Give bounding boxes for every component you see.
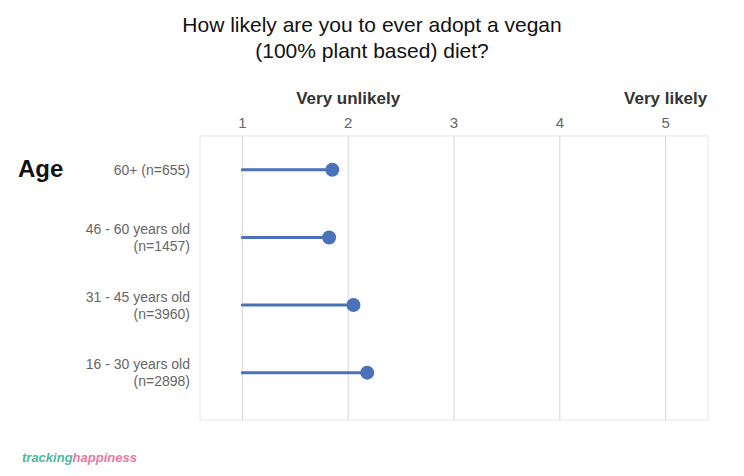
title: How likely are you to ever adopt a vegan… <box>182 13 561 62</box>
category-label: 31 - 45 years old(n=3960) <box>86 289 190 322</box>
category-label: 16 - 30 years old(n=2898) <box>86 356 190 389</box>
lollipop-dot <box>322 230 336 244</box>
lollipop-dot <box>346 298 360 312</box>
tick-label: 2 <box>344 114 352 131</box>
marks <box>242 163 374 380</box>
lollipop-stem <box>242 371 367 374</box>
tick-label: 5 <box>661 114 669 131</box>
tick-label: 4 <box>556 114 564 131</box>
annotation: Very unlikely <box>296 89 400 108</box>
lollipop-stem <box>242 304 353 307</box>
lollipop-stem <box>242 236 329 239</box>
grid-line <box>454 136 455 420</box>
lollipop-stem <box>242 168 332 171</box>
logo-part: tracking <box>22 450 73 465</box>
chart-svg: How likely are you to ever adopt a vegan… <box>0 0 744 476</box>
footer: trackinghappiness <box>22 450 137 465</box>
logo-part: happiness <box>73 450 137 465</box>
lollipop-dot <box>360 366 374 380</box>
annotation: Very likely <box>624 89 708 108</box>
grid-line <box>242 136 243 420</box>
category-label: 46 - 60 years old(n=1457) <box>86 221 190 254</box>
grid-line <box>559 136 560 420</box>
lollipop-dot <box>325 163 339 177</box>
category-label: 60+ (n=655) <box>114 162 190 178</box>
background <box>0 0 744 476</box>
chart-container: How likely are you to ever adopt a vegan… <box>0 0 744 476</box>
tick-label: 3 <box>450 114 458 131</box>
plot-frame <box>200 136 708 420</box>
tick-label: 1 <box>238 114 246 131</box>
grid <box>242 136 665 420</box>
axis-title: Age <box>18 155 63 182</box>
grid-line <box>348 136 349 420</box>
grid-line <box>665 136 666 420</box>
